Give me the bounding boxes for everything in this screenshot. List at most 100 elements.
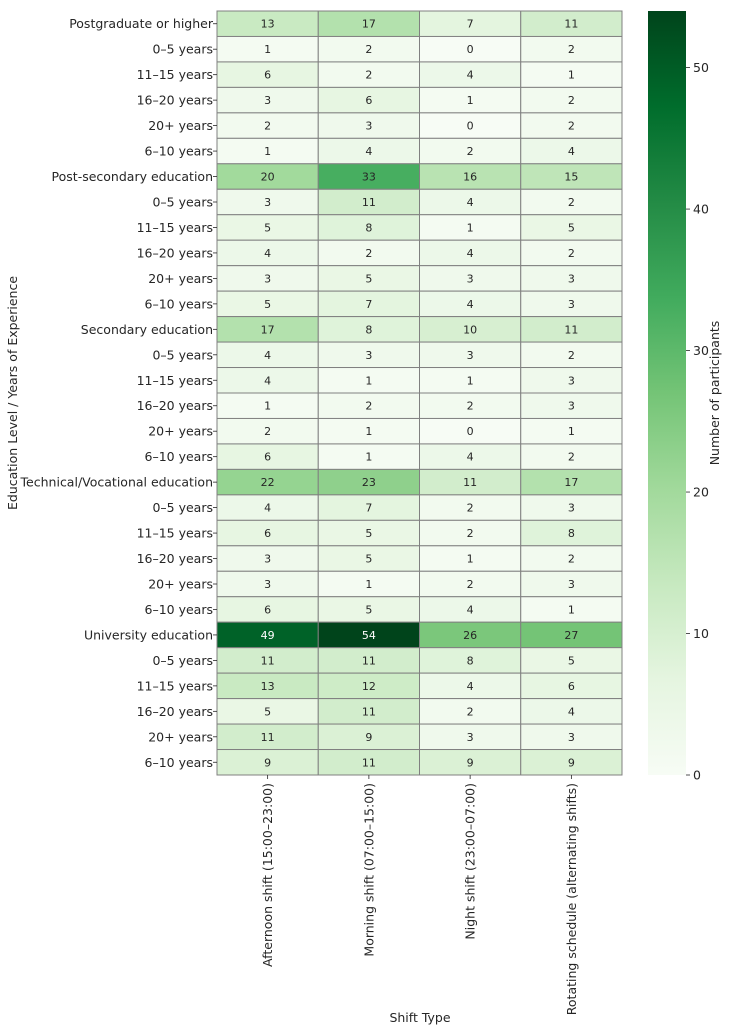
colorbar-tick-label: 30 bbox=[693, 343, 709, 358]
row-tick-label: 11–15 years bbox=[137, 526, 213, 541]
row-tick-labels: Postgraduate or higher 0–5 years 11–15 yea… bbox=[20, 16, 217, 770]
heatmap-cell bbox=[216, 290, 319, 318]
cell-value-label: 13 bbox=[261, 18, 275, 31]
heatmap-cell bbox=[419, 749, 522, 776]
row-tick-label: 11–15 years bbox=[137, 373, 213, 388]
cell-value-label: 11 bbox=[564, 18, 578, 31]
heatmap-cell bbox=[216, 239, 319, 267]
cell-value-label: 11 bbox=[261, 654, 275, 667]
heatmap-cells: 13 17 7 111 2 0 26 2 4 13 6 1 22 3 0 21 4 2 420 33 16 153 11 4 2… bbox=[216, 10, 623, 776]
cell-value-label: 1 bbox=[467, 374, 474, 387]
row-tick-label: 11–15 years bbox=[137, 67, 213, 82]
cell-value-label: 15 bbox=[564, 171, 578, 184]
heatmap-cell bbox=[419, 494, 522, 521]
row-tick-label: 16–20 years bbox=[137, 398, 213, 413]
cell-value-label: 4 bbox=[568, 705, 575, 718]
column-tick-label: Afternoon shift (15:00–23:00) bbox=[260, 783, 275, 967]
heatmap-cell bbox=[520, 239, 623, 267]
cell-value-label: 4 bbox=[467, 298, 474, 311]
y-axis-title: Education Level / Years of Experience bbox=[5, 276, 20, 510]
cell-value-label: 16 bbox=[463, 171, 477, 184]
heatmap-cell bbox=[419, 341, 522, 369]
cell-value-label: 1 bbox=[568, 603, 575, 616]
heatmap-cell bbox=[317, 494, 420, 521]
column-tick-labels: Afternoon shift (15:00–23:00) Morning shi… bbox=[260, 775, 579, 1015]
row-tick-label: 0–5 years bbox=[152, 500, 213, 515]
heatmap-cell bbox=[216, 188, 319, 216]
cell-value-label: 3 bbox=[568, 731, 575, 744]
row-tick-label: 20+ years bbox=[148, 424, 213, 439]
cell-value-label: 2 bbox=[467, 502, 474, 515]
cell-value-label: 2 bbox=[568, 94, 575, 107]
cell-value-label: 1 bbox=[365, 451, 372, 464]
heatmap-cell bbox=[317, 468, 420, 496]
heatmap-cell bbox=[520, 621, 623, 649]
cell-value-label: 22 bbox=[261, 476, 275, 489]
row-tick-label: 20+ years bbox=[148, 577, 213, 592]
cell-value-label: 4 bbox=[264, 349, 271, 362]
cell-value-label: 1 bbox=[264, 145, 271, 158]
cell-value-label: 9 bbox=[264, 756, 271, 769]
cell-value-label: 2 bbox=[365, 43, 372, 56]
cell-value-label: 7 bbox=[365, 502, 372, 515]
row-tick-label: Secondary education bbox=[81, 322, 213, 337]
heatmap-cell bbox=[419, 367, 522, 394]
cell-value-label: 5 bbox=[264, 221, 271, 234]
cell-value-label: 13 bbox=[261, 680, 275, 693]
cell-value-label: 2 bbox=[568, 120, 575, 133]
cell-value-label: 1 bbox=[467, 221, 474, 234]
colorbar-tick-label: 20 bbox=[693, 485, 709, 500]
cell-value-label: 11 bbox=[463, 476, 477, 489]
heatmap-cell bbox=[317, 443, 420, 470]
heatmap-cell bbox=[317, 112, 420, 139]
cell-value-label: 27 bbox=[564, 629, 578, 642]
cell-value-label: 7 bbox=[467, 18, 474, 31]
heatmap-cell bbox=[520, 417, 623, 445]
cell-value-label: 6 bbox=[264, 451, 271, 464]
cell-value-label: 10 bbox=[463, 323, 477, 336]
cell-value-label: 2 bbox=[365, 69, 372, 82]
cell-value-label: 3 bbox=[264, 94, 271, 107]
cell-value-label: 3 bbox=[568, 298, 575, 311]
cell-value-label: 9 bbox=[568, 756, 575, 769]
heatmap-cell bbox=[317, 647, 420, 674]
row-tick-label: 11–15 years bbox=[137, 220, 213, 235]
heatmap-cell bbox=[216, 137, 319, 165]
row-tick-label: 20+ years bbox=[148, 729, 213, 744]
heatmap-cell bbox=[520, 290, 623, 318]
cell-value-label: 4 bbox=[264, 247, 271, 260]
cell-value-label: 8 bbox=[467, 654, 474, 667]
row-tick-label: 6–10 years bbox=[145, 144, 213, 159]
row-tick-label: 0–5 years bbox=[152, 347, 213, 362]
cell-value-label: 0 bbox=[467, 425, 474, 438]
heatmap-cell bbox=[317, 137, 420, 165]
heatmap-cell bbox=[419, 596, 522, 623]
heatmap-cell bbox=[520, 596, 623, 623]
cell-value-label: 2 bbox=[568, 349, 575, 362]
row-tick-label: 11–15 years bbox=[137, 678, 213, 693]
cell-value-label: 17 bbox=[261, 323, 275, 336]
cell-value-label: 3 bbox=[467, 731, 474, 744]
cell-value-label: 2 bbox=[467, 578, 474, 591]
cell-value-label: 4 bbox=[467, 247, 474, 260]
heatmap-cell bbox=[317, 341, 420, 369]
cell-value-label: 2 bbox=[568, 247, 575, 260]
cell-value-label: 4 bbox=[467, 603, 474, 616]
row-tick-label: 0–5 years bbox=[152, 195, 213, 210]
row-tick-label: 6–10 years bbox=[145, 296, 213, 311]
row-tick-label: Post-secondary education bbox=[52, 169, 213, 184]
heatmap-cell bbox=[520, 647, 623, 674]
cell-value-label: 3 bbox=[264, 196, 271, 209]
heatmap-cell bbox=[520, 35, 623, 63]
heatmap-cell bbox=[520, 698, 623, 725]
cell-value-label: 6 bbox=[264, 69, 271, 82]
heatmap-cell bbox=[520, 61, 623, 88]
row-tick-label: 20+ years bbox=[148, 271, 213, 286]
row-tick-label: Technical/Vocational education bbox=[20, 475, 213, 490]
cell-value-label: 11 bbox=[362, 654, 376, 667]
row-tick-label: 6–10 years bbox=[145, 755, 213, 770]
cell-value-label: 8 bbox=[365, 221, 372, 234]
cell-value-label: 1 bbox=[467, 553, 474, 566]
cell-value-label: 1 bbox=[365, 425, 372, 438]
cell-value-label: 3 bbox=[568, 374, 575, 387]
